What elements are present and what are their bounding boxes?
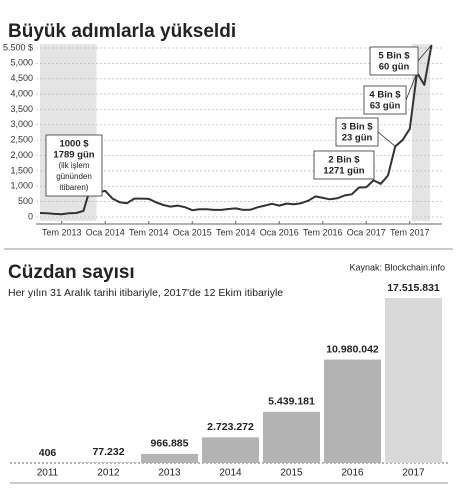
x-tick-label: 2013: [158, 468, 181, 479]
y-tick-label: 2,500: [10, 135, 33, 145]
x-tick-label: Tem 2017: [390, 227, 430, 237]
annotation-pointer: [377, 131, 396, 147]
annotation-text: 4 Bin $: [369, 90, 401, 101]
value-label: 966.885: [151, 438, 189, 450]
annotation-box: [369, 46, 419, 76]
annotation-text: 1000 $: [59, 139, 89, 150]
y-tick-label: 5.500 $: [3, 42, 33, 52]
annotation-text: 1271 gün: [323, 166, 364, 177]
value-label: 5.439.181: [268, 396, 315, 408]
price-line: [39, 44, 433, 216]
value-label: 10.980.042: [326, 343, 379, 355]
x-tick-label: Oca 2016: [260, 227, 299, 237]
annotation-text: 63 gün: [370, 101, 401, 112]
y-tick-label: 500: [18, 196, 33, 206]
bar: [141, 453, 198, 463]
annotation-text: 1789 gün: [53, 150, 94, 161]
annotation-box: [313, 150, 375, 180]
bar: [324, 359, 381, 463]
chart-title: Büyük adımlarla yükseldi: [8, 21, 236, 42]
x-tick-label: Oca 2015: [173, 227, 212, 237]
annotation-text: 60 gün: [379, 62, 410, 73]
annotation-text: 5 Bin $: [378, 51, 410, 62]
x-tick-label: Tem 2016: [303, 227, 343, 237]
bar: [263, 411, 320, 463]
x-tick-label: 2012: [97, 468, 120, 479]
annotation-box: [45, 134, 103, 197]
y-tick-label: 4,500: [10, 73, 33, 83]
value-label: 2.723.272: [207, 421, 254, 433]
bar: [202, 437, 259, 463]
x-tick-label: Oca 2014: [86, 227, 125, 237]
x-tick-label: Tem 2014: [129, 227, 169, 237]
bar: [385, 298, 442, 463]
x-tick-label: 2017: [402, 468, 425, 479]
annotation-text: 3 Bin $: [341, 122, 373, 133]
chart-title: Cüzdan sayısı: [8, 262, 135, 283]
y-tick-label: 3,000: [10, 119, 33, 129]
annotation-pointer: [405, 72, 418, 101]
y-tick-label: 2,000: [10, 150, 33, 160]
y-tick-label: 1,500: [10, 165, 33, 175]
subtitle: Her yılın 31 Aralık tarihi itibariyle, 2…: [8, 287, 283, 299]
annotation-text: gününden: [56, 172, 92, 181]
x-tick-label: Oca 2017: [347, 227, 386, 237]
value-label: 17.515.831: [387, 282, 440, 294]
annotation-pointer: [417, 44, 432, 62]
value-label: 406: [39, 447, 57, 459]
annotation-text: (ilk işlem: [58, 161, 89, 170]
y-tick-label: 5,000: [10, 58, 33, 68]
x-tick-label: 2016: [341, 468, 364, 479]
x-tick-label: 2011: [37, 468, 59, 479]
source: Kaynak: Blockchain.info: [349, 262, 445, 272]
value-label: 77.232: [92, 446, 124, 458]
annotation-text: 23 gün: [342, 133, 373, 144]
shade: [411, 44, 431, 221]
annotation-text: 2 Bin $: [328, 155, 360, 166]
x-tick-label: 2014: [219, 468, 242, 479]
annotation-box: [363, 85, 407, 115]
x-tick-label: Tem 2013: [42, 227, 82, 237]
y-tick-label: 4,000: [10, 88, 33, 98]
y-tick-label: 1,000: [10, 181, 33, 191]
x-tick-label: Tem 2014: [216, 227, 256, 237]
annotation-box: [335, 117, 379, 147]
x-tick-label: 2015: [280, 468, 303, 479]
y-tick-label: 3,500: [10, 104, 33, 114]
bar: [80, 462, 137, 463]
annotation-text: itibaren): [60, 183, 89, 192]
y-tick-label: 0: [28, 211, 33, 221]
